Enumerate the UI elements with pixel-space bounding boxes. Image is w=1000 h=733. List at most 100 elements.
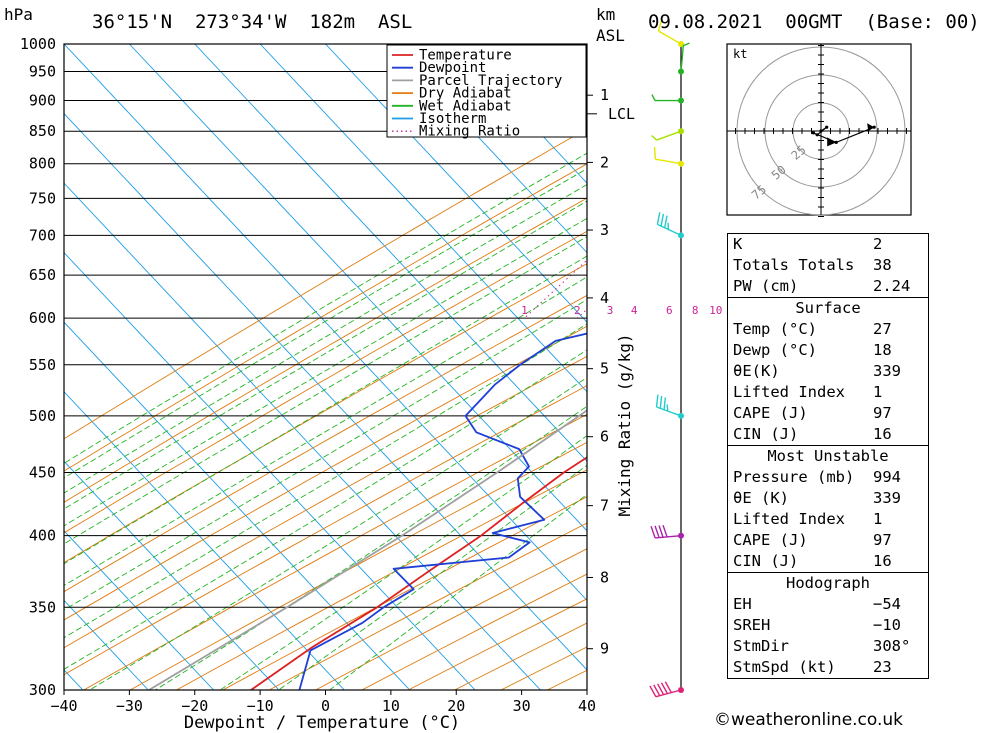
wind-barb-flag bbox=[651, 134, 658, 141]
most-unstable-title: Most Unstable bbox=[728, 445, 928, 467]
legend-label: Wet Adiabat bbox=[419, 98, 512, 114]
x-tick-label: −40 bbox=[50, 697, 77, 715]
wet-adiabat-line bbox=[219, 435, 587, 690]
mu-cin-label: CIN (J) bbox=[733, 552, 799, 570]
mixing-ratio-label: 2 bbox=[574, 304, 581, 317]
stmdir-label: StmDir bbox=[733, 637, 789, 655]
wind-profile bbox=[649, 18, 690, 698]
pw-label: PW (cm) bbox=[733, 277, 799, 295]
hodograph-point bbox=[811, 131, 816, 135]
wind-barb-flag bbox=[659, 396, 663, 409]
hodograph-stats-title: Hodograph bbox=[728, 572, 928, 594]
legend-label: Mixing Ratio bbox=[419, 124, 520, 140]
wind-barb-shaft bbox=[680, 45, 684, 72]
wind-barb-flag bbox=[660, 682, 669, 694]
x-tick-label: 20 bbox=[447, 697, 465, 715]
wet-adiabat-line bbox=[155, 405, 587, 690]
mixing-ratio-label: 10 bbox=[709, 304, 722, 317]
pressure-tick-label: 800 bbox=[29, 155, 56, 173]
x-tick-label: −30 bbox=[116, 697, 143, 715]
wind-barb-flag bbox=[664, 681, 672, 693]
dry-adiabat-line bbox=[64, 163, 587, 472]
mu-cape-label: CAPE (J) bbox=[733, 531, 808, 549]
surface-temp-value: 27 bbox=[873, 320, 892, 338]
datetime-title: 09.08.2021 00GMT (Base: 00) bbox=[648, 11, 980, 33]
pressure-tick-label: 900 bbox=[29, 92, 56, 110]
hodograph-point bbox=[872, 125, 876, 129]
surface-li-value: 1 bbox=[873, 383, 883, 401]
wind-barb-flag bbox=[658, 525, 664, 538]
credit-link[interactable]: ©weatheronline.co.uk bbox=[714, 710, 904, 730]
wind-barb-flag bbox=[683, 42, 690, 47]
pressure-tick-label: 550 bbox=[29, 356, 56, 374]
km-tick-label: 7 bbox=[600, 497, 609, 515]
k-index-value: 2 bbox=[873, 235, 883, 253]
km-tick-label: 9 bbox=[600, 640, 609, 658]
legend-label: Parcel Trajectory bbox=[419, 73, 562, 89]
wet-adiabat-line bbox=[64, 276, 587, 587]
wind-barb-flag bbox=[657, 18, 663, 32]
surface-title: Surface bbox=[728, 297, 928, 319]
wind-barb-shaft bbox=[658, 30, 682, 45]
pressure-tick-label: 300 bbox=[29, 681, 56, 699]
pressure-tick-label: 950 bbox=[29, 63, 56, 81]
mixing-ratio-label: 6 bbox=[666, 304, 673, 317]
surface-theta-e-value: 339 bbox=[873, 362, 901, 380]
surface-temp-label: Temp (°C) bbox=[733, 320, 817, 338]
km-tick-label: 5 bbox=[600, 360, 609, 378]
wind-barb-shaft bbox=[657, 223, 682, 237]
km-tick-label: 3 bbox=[600, 221, 609, 239]
wind-barb-shaft bbox=[655, 158, 682, 165]
x-tick-label: 40 bbox=[578, 697, 596, 715]
indices-table: K 2 Totals Totals 38 PW (cm) 2.24 Surface T… bbox=[727, 233, 929, 679]
pw-value: 2.24 bbox=[873, 277, 911, 295]
wind-barb-shaft bbox=[656, 130, 682, 141]
x-tick-label: −10 bbox=[247, 697, 274, 715]
wet-adiabat-line bbox=[64, 298, 587, 611]
plot-frame bbox=[63, 43, 588, 691]
dry-adiabat-line bbox=[64, 385, 587, 676]
wind-barb-flag bbox=[660, 213, 665, 227]
wind-barb-flag bbox=[666, 404, 669, 412]
wet-adiabat-line bbox=[64, 236, 587, 545]
mixing-ratio-label: 8 bbox=[692, 304, 699, 317]
parcel-trajectory-curve bbox=[148, 409, 587, 690]
stmdir-value: 308° bbox=[873, 637, 911, 655]
km-tick-label: 4 bbox=[600, 289, 609, 307]
surface-theta-e-label: θE(K) bbox=[733, 362, 780, 380]
isotherm-line bbox=[390, 44, 587, 254]
wind-barb-flag bbox=[663, 397, 667, 410]
dry-adiabat-line bbox=[64, 325, 587, 621]
wind-barb-flag bbox=[663, 215, 668, 228]
surface-dewp-value: 18 bbox=[873, 341, 892, 359]
hodograph-point bbox=[819, 129, 823, 133]
hodograph-point bbox=[834, 140, 838, 144]
pressure-tick-label: 400 bbox=[29, 527, 56, 545]
surface-dewp-label: Dewp (°C) bbox=[733, 341, 817, 359]
eh-value: −54 bbox=[873, 595, 901, 613]
hodograph-point bbox=[825, 125, 829, 129]
isotherm-line bbox=[194, 44, 587, 462]
x-tick-label: 10 bbox=[382, 697, 400, 715]
temperature-curve bbox=[250, 456, 587, 690]
legend-label: Temperature bbox=[419, 48, 512, 64]
surface-cin-value: 16 bbox=[873, 425, 892, 443]
mixing-ratio-axis-label: Mixing Ratio (g/kg) bbox=[615, 333, 634, 516]
dry-adiabat-line bbox=[64, 355, 587, 649]
mu-li-label: Lifted Index bbox=[733, 510, 845, 528]
isotherm-line bbox=[64, 182, 541, 690]
wet-adiabat-line bbox=[64, 323, 587, 639]
pressure-tick-label: 350 bbox=[29, 598, 56, 616]
location-title: 36°15'N 273°34'W 182m ASL bbox=[92, 11, 412, 33]
isotherm-line bbox=[259, 44, 587, 393]
isotherm-line bbox=[64, 44, 587, 602]
sreh-value: −10 bbox=[873, 616, 901, 634]
km-tick-label: 2 bbox=[600, 153, 609, 171]
isotherm-line bbox=[325, 44, 587, 323]
x-tick-label: 0 bbox=[321, 697, 330, 715]
pressure-tick-label: 650 bbox=[29, 266, 56, 284]
km-tick-label: 6 bbox=[600, 428, 609, 446]
isotherm-line bbox=[64, 391, 345, 690]
